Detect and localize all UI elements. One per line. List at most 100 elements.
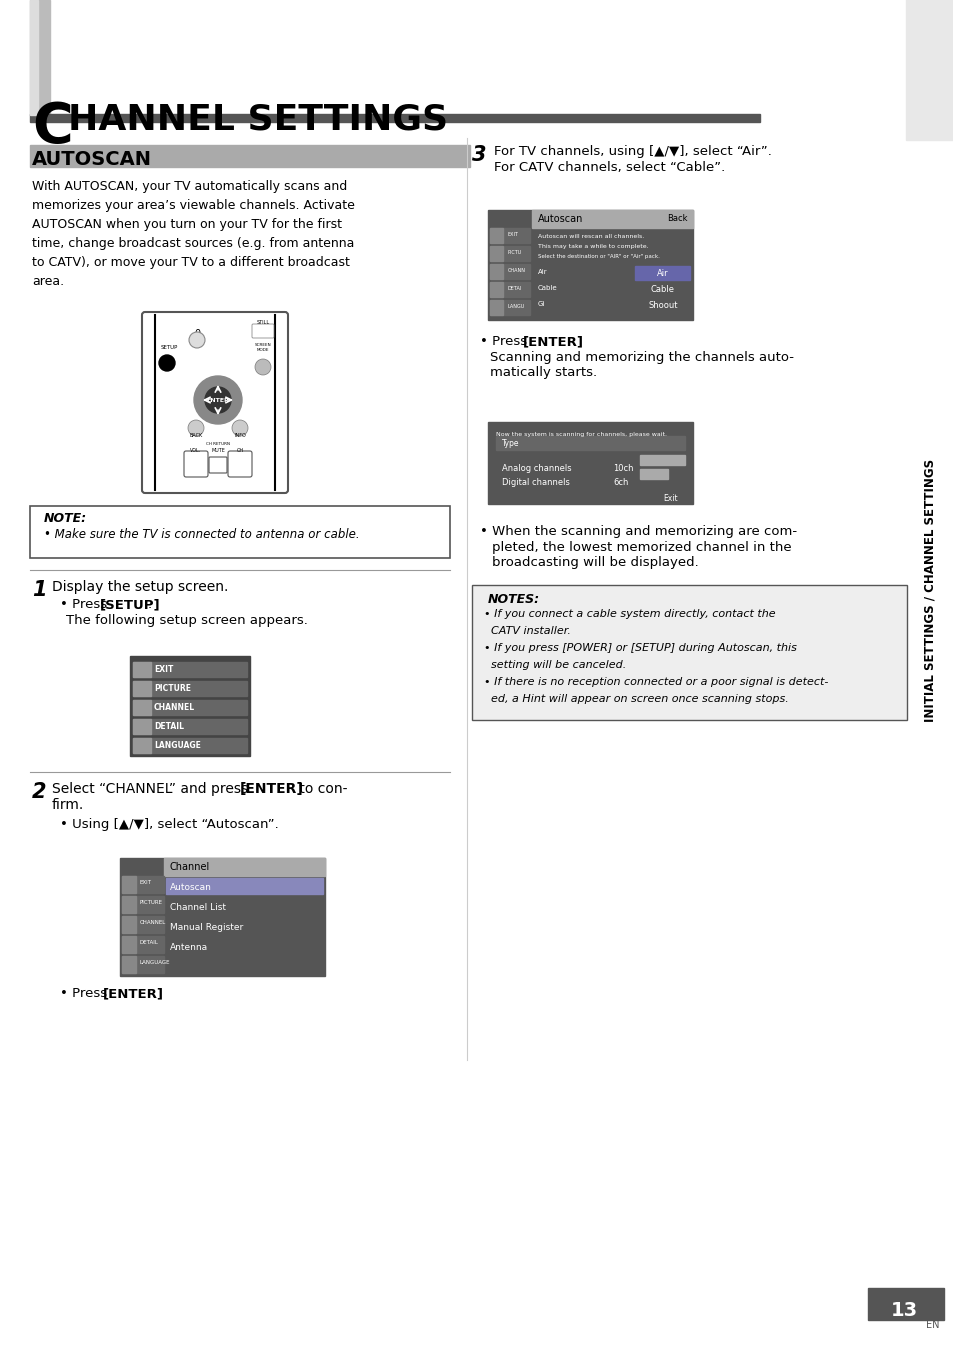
Text: DETAIL: DETAIL — [153, 723, 184, 731]
Text: Gi: Gi — [537, 301, 545, 307]
Text: SCREEN
MODE: SCREEN MODE — [254, 342, 271, 352]
Text: [ENTER]: [ENTER] — [522, 336, 583, 348]
Circle shape — [232, 421, 248, 435]
Text: • Press: • Press — [479, 336, 531, 348]
Text: [ENTER]: [ENTER] — [103, 987, 164, 1000]
FancyBboxPatch shape — [252, 324, 274, 338]
Text: SETUP: SETUP — [161, 345, 178, 350]
Text: C: C — [32, 100, 72, 154]
Text: Autoscan will rescan all channels.: Autoscan will rescan all channels. — [537, 235, 643, 239]
Text: PICTURE: PICTURE — [140, 900, 163, 905]
Text: Antenna: Antenna — [170, 944, 208, 952]
Text: • If there is no reception connected or a poor signal is detect-: • If there is no reception connected or … — [483, 677, 827, 687]
Text: Cable: Cable — [537, 284, 558, 291]
Bar — [490, 228, 530, 243]
Circle shape — [193, 376, 242, 425]
Bar — [122, 936, 164, 953]
Text: EN: EN — [925, 1320, 939, 1330]
Text: CATV installer.: CATV installer. — [483, 625, 570, 636]
Bar — [122, 917, 136, 933]
Text: AUTOSCAN: AUTOSCAN — [32, 150, 152, 168]
Text: • Make sure the TV is connected to antenna or cable.: • Make sure the TV is connected to anten… — [44, 528, 359, 541]
Text: .: . — [148, 599, 152, 611]
Text: MUTE: MUTE — [211, 448, 225, 453]
Text: BACK: BACK — [190, 433, 202, 438]
Text: INITIAL SETTINGS / CHANNEL SETTINGS: INITIAL SETTINGS / CHANNEL SETTINGS — [923, 458, 936, 721]
Text: Back: Back — [667, 214, 687, 222]
Bar — [905, 0, 953, 140]
FancyBboxPatch shape — [184, 452, 208, 477]
Bar — [132, 718, 247, 735]
Text: matically starts.: matically starts. — [490, 367, 597, 379]
FancyBboxPatch shape — [472, 585, 906, 720]
Text: [SETUP]: [SETUP] — [100, 599, 160, 611]
Text: Cable: Cable — [650, 284, 675, 294]
Text: VOL.: VOL. — [191, 448, 201, 453]
Bar — [30, 115, 760, 123]
Bar — [132, 662, 151, 677]
Text: EXIT: EXIT — [153, 665, 173, 674]
Text: CHANNEL: CHANNEL — [140, 919, 166, 925]
Text: ed, a Hint will appear on screen once scanning stops.: ed, a Hint will appear on screen once sc… — [483, 694, 788, 704]
Bar — [490, 228, 502, 243]
Bar — [490, 301, 502, 315]
Text: Select the destination or "AIR" or "Air" pack.: Select the destination or "AIR" or "Air"… — [537, 253, 659, 259]
Bar — [130, 656, 250, 756]
Bar — [639, 469, 667, 479]
Text: 6ch: 6ch — [613, 479, 628, 487]
Text: Manual Register: Manual Register — [170, 923, 243, 931]
Text: The following setup screen appears.: The following setup screen appears. — [66, 613, 308, 627]
Bar — [132, 737, 247, 754]
Text: CH: CH — [236, 448, 243, 453]
Text: • Using [▲/▼], select “Autoscan”.: • Using [▲/▼], select “Autoscan”. — [60, 818, 278, 830]
Bar — [490, 245, 502, 262]
Text: firm.: firm. — [52, 798, 84, 811]
Bar — [132, 662, 247, 677]
Bar — [532, 210, 692, 228]
Text: 0: 0 — [193, 329, 200, 338]
Text: Channel List: Channel List — [170, 903, 226, 913]
Text: Digital channels: Digital channels — [501, 479, 569, 487]
Text: This may take a while to complete.: This may take a while to complete. — [537, 244, 648, 249]
Text: Display the setup screen.: Display the setup screen. — [52, 580, 228, 594]
Text: to con-: to con- — [294, 782, 347, 797]
Text: DETAI: DETAI — [507, 286, 522, 291]
Bar — [488, 210, 692, 319]
Text: Select “CHANNEL” and press: Select “CHANNEL” and press — [52, 782, 253, 797]
Bar — [490, 282, 502, 297]
Bar — [132, 700, 151, 714]
Text: Autoscan: Autoscan — [170, 883, 212, 892]
Text: For CATV channels, select “Cable”.: For CATV channels, select “Cable”. — [494, 160, 724, 174]
Bar — [164, 857, 325, 876]
Text: PICTU: PICTU — [507, 249, 521, 255]
Bar — [490, 245, 530, 262]
Text: CH RETURN: CH RETURN — [206, 442, 230, 446]
Text: LANGUAGE: LANGUAGE — [140, 960, 171, 965]
Text: Air: Air — [537, 270, 547, 275]
Text: HANNEL SETTINGS: HANNEL SETTINGS — [68, 102, 448, 137]
Bar — [132, 681, 151, 696]
Text: Channel: Channel — [170, 861, 210, 872]
Bar — [132, 737, 151, 754]
FancyBboxPatch shape — [142, 311, 288, 493]
Bar — [490, 264, 530, 279]
Text: • Press: • Press — [60, 987, 112, 1000]
Bar — [490, 301, 530, 315]
Bar — [122, 876, 164, 892]
Text: • When the scanning and memorizing are com-: • When the scanning and memorizing are c… — [479, 524, 797, 538]
Text: Type: Type — [501, 439, 519, 448]
Circle shape — [205, 387, 231, 412]
Circle shape — [254, 359, 271, 375]
Bar — [639, 456, 684, 465]
Bar — [122, 956, 164, 973]
Text: 13: 13 — [889, 1301, 917, 1320]
Text: CHANNEL: CHANNEL — [153, 704, 195, 712]
Text: • If you connect a cable system directly, contact the: • If you connect a cable system directly… — [483, 609, 775, 619]
Bar — [132, 700, 247, 714]
Bar — [122, 876, 136, 892]
Text: ENTER: ENTER — [207, 398, 230, 403]
Text: 10ch: 10ch — [613, 464, 633, 473]
Bar — [120, 857, 325, 976]
Text: NOTE:: NOTE: — [44, 512, 87, 524]
Text: Analog channels: Analog channels — [501, 464, 571, 473]
